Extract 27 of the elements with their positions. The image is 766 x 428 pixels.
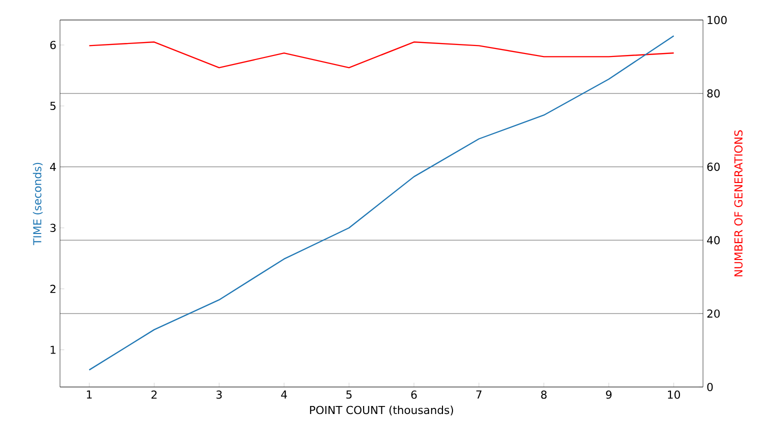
y2-tick-label: 100 bbox=[708, 16, 727, 24]
y2-axis-title: NUMBER OF GENERATIONS bbox=[734, 130, 743, 276]
y-axis-title: TIME (seconds) bbox=[32, 162, 43, 246]
line-series bbox=[88, 35, 674, 371]
y2-tick-label: 80 bbox=[707, 89, 720, 98]
x-axis-title: POINT COUNT (thousands) bbox=[310, 406, 454, 416]
y2-tick-label: 40 bbox=[707, 236, 720, 244]
x-tick-label: 10 bbox=[668, 390, 680, 399]
y-tick-label: 6 bbox=[50, 40, 56, 50]
y2-tick-label: 20 bbox=[707, 309, 720, 318]
x-tick-label: 9 bbox=[606, 390, 612, 399]
y-tick-label: 5 bbox=[50, 102, 56, 110]
x-tick-label: 5 bbox=[346, 390, 352, 399]
y2-tick-label: 60 bbox=[707, 162, 720, 171]
x-tick-label: 8 bbox=[541, 390, 547, 399]
x-tick-label: 6 bbox=[411, 390, 417, 399]
y-tick-label: 3 bbox=[50, 224, 56, 232]
y-tick-label: 1 bbox=[50, 346, 56, 354]
line-series bbox=[88, 41, 674, 68]
x-tick-label: 4 bbox=[281, 390, 287, 399]
x-tick-label: 7 bbox=[476, 390, 482, 399]
x-tick-label: 3 bbox=[216, 390, 222, 399]
x-tick-label: 2 bbox=[151, 390, 157, 399]
y-tick-label: 4 bbox=[50, 162, 56, 171]
y2-tick-label: 0 bbox=[707, 382, 713, 392]
y-tick-label: 2 bbox=[50, 284, 56, 293]
x-tick-label: 1 bbox=[86, 390, 92, 399]
